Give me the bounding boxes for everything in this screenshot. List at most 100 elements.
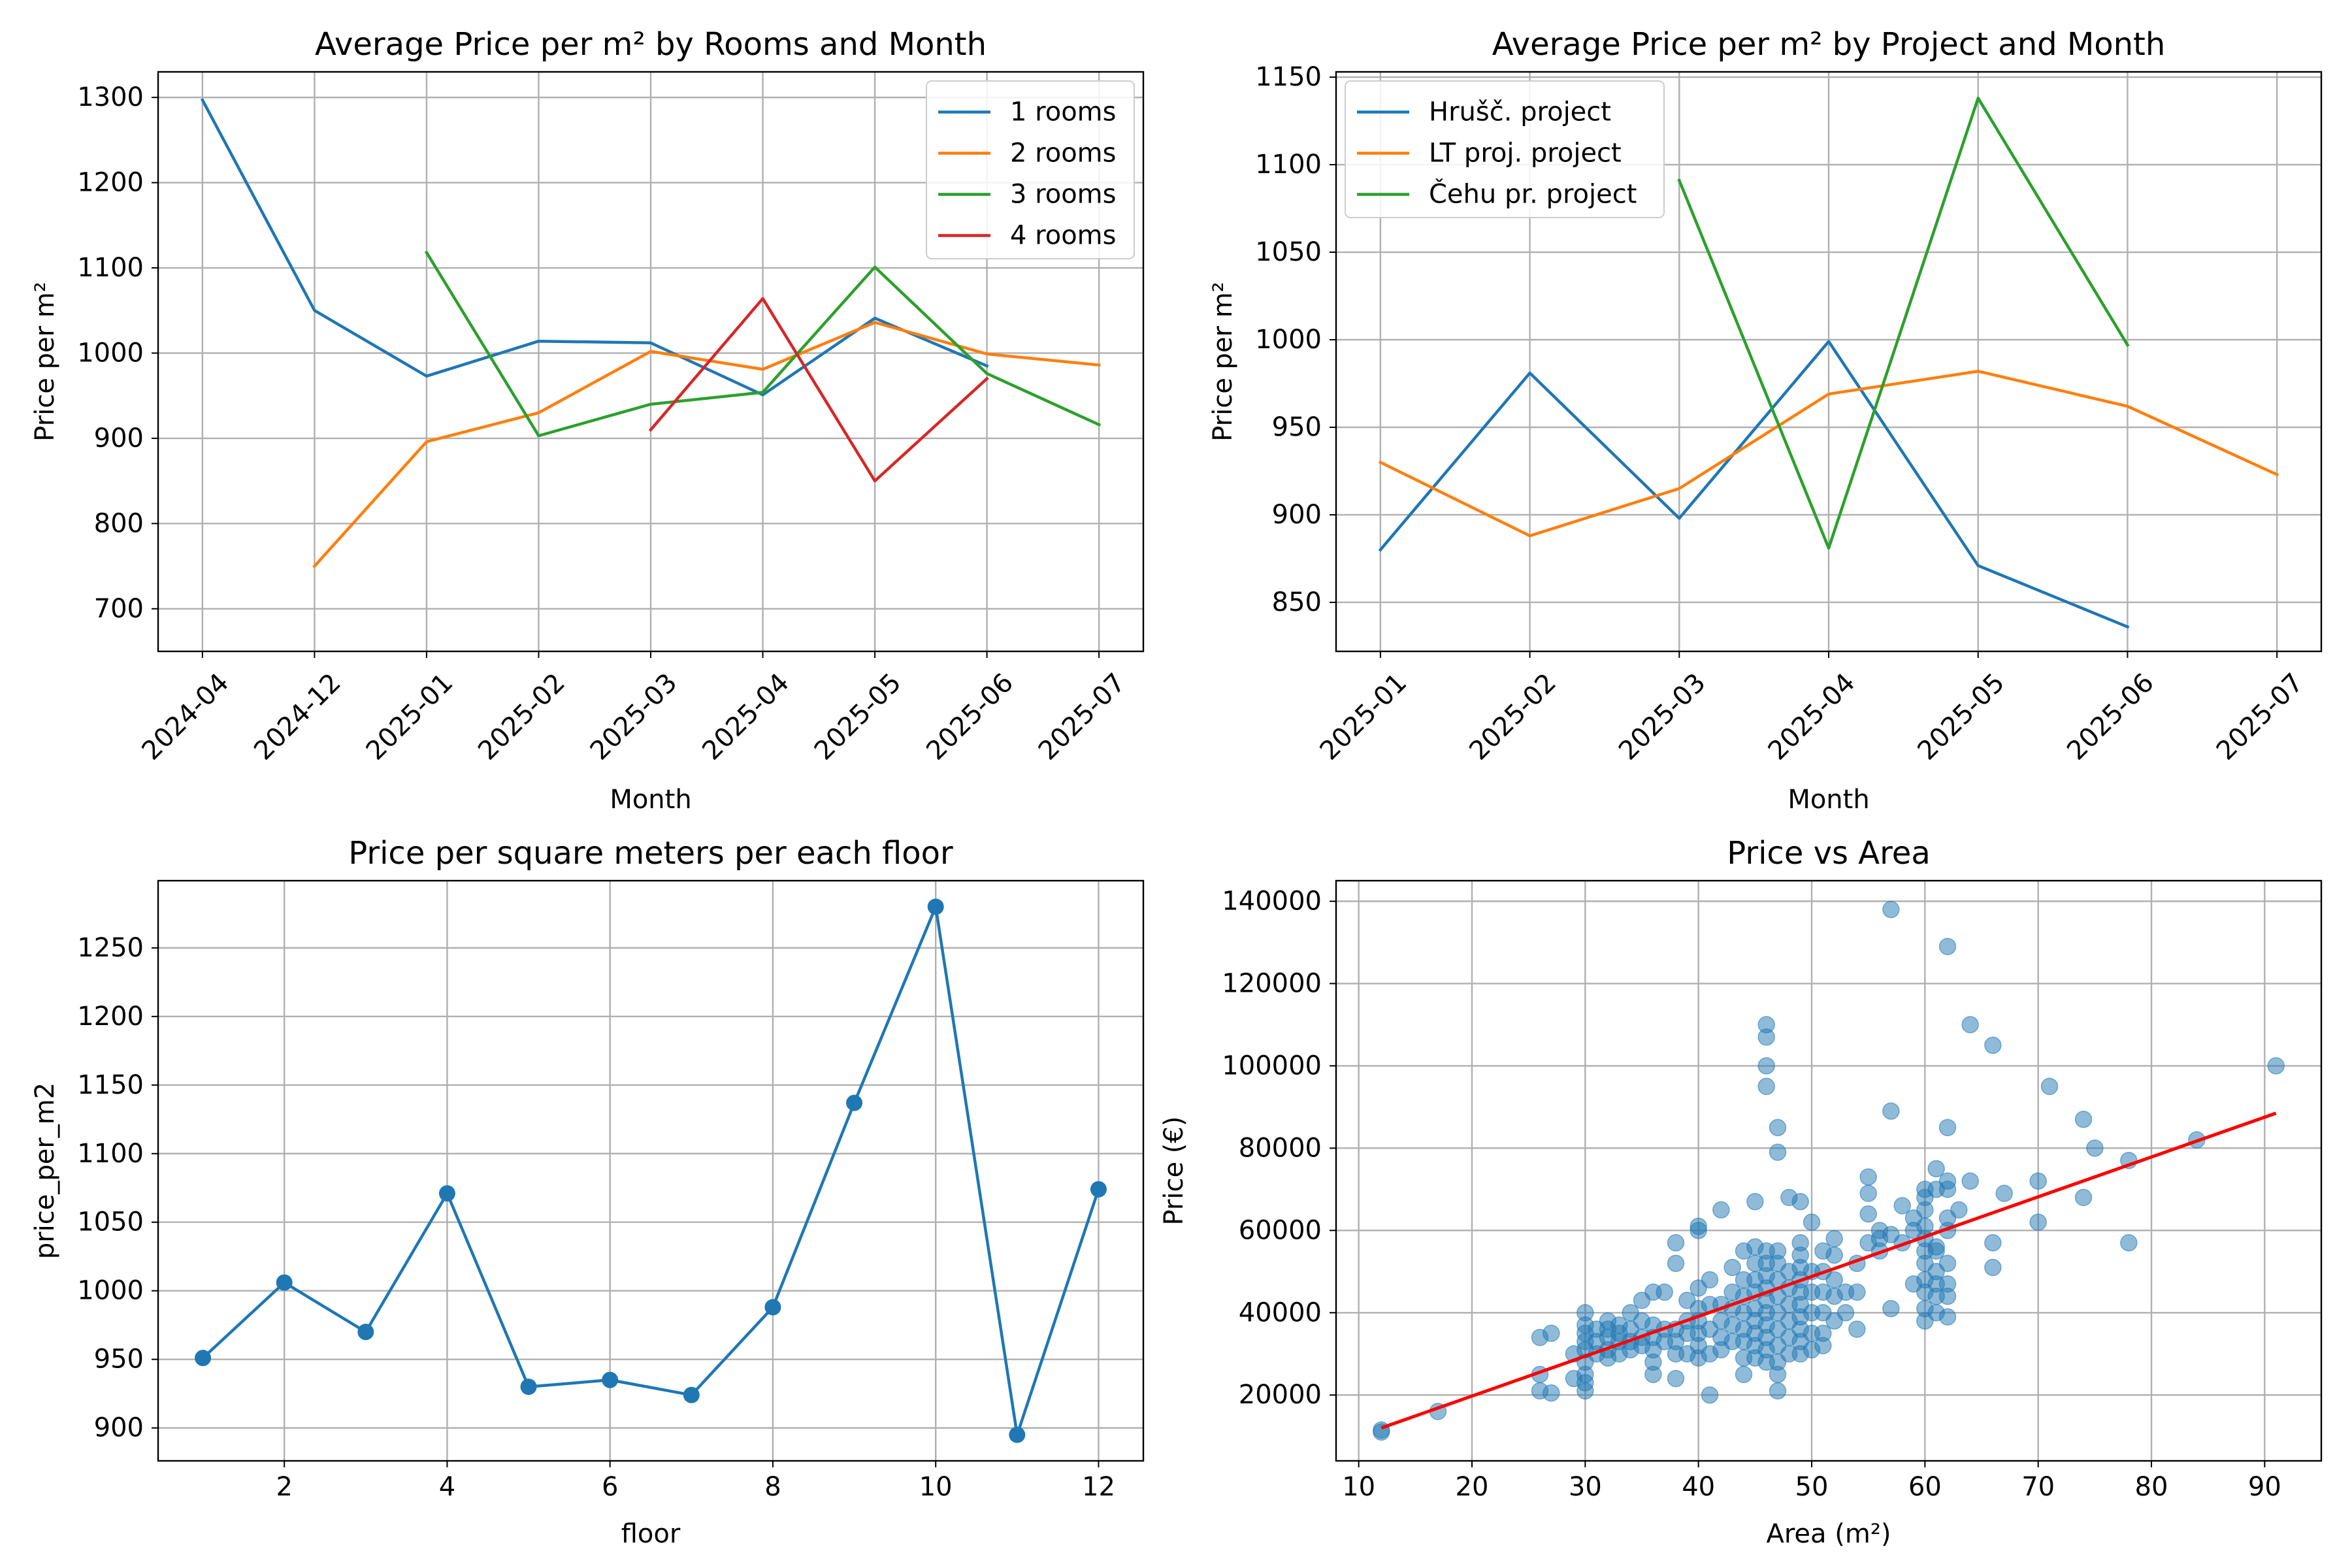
scatter-point [1837,1304,1855,1322]
x-tick-label: 2025-05 [809,668,907,766]
y-tick-label: 20000 [1239,1380,1322,1410]
x-axis: 2025-01 2025-02 2025-03 2025-04 2025-05 2025-… [1315,651,2310,766]
scatter-point [1769,1143,1787,1161]
y-tick-label: 1100 [1255,150,1322,180]
data-point [438,1185,455,1202]
series-line-4 [648,297,989,483]
scatter-point [2267,1057,2285,1075]
legend-box [1345,80,1665,218]
chart-title: Price vs Area [1727,835,1930,872]
y-tick-label: 700 [94,594,144,624]
scatter-point [1938,1119,1957,1137]
y-tick-label: 60000 [1239,1215,1322,1245]
scatter-point [1723,1258,1741,1277]
plot-area [200,98,1102,628]
x-tick-label: 8 [764,1472,781,1502]
data-point [764,1299,781,1316]
x-tick-label: 2025-01 [361,668,459,766]
axes-frame [157,71,1145,653]
scatter-point [2040,1077,2059,1096]
y-tick-label: 1300 [77,82,144,112]
x-tick-label: 2024-04 [137,668,235,766]
x-tick-label: 2025-05 [1912,668,2010,766]
x-tick-label: 40 [1682,1472,1715,1502]
scatter-point [1757,1016,1775,1034]
trend-line [1380,1111,2277,1429]
chart-title: Average Price per m² by Rooms and Month [315,26,987,63]
data-point [927,898,944,915]
legend-label: 2 rooms [1010,139,1116,169]
scatter-point [1757,1057,1775,1075]
y-axis-label: Price (€) [1159,1117,1189,1226]
x-tick-label: 2025-02 [1463,668,1562,766]
y-tick-label: 900 [1272,500,1322,530]
y-tick-label: 1050 [1255,237,1322,267]
x-tick-label: 2025-04 [1763,668,1861,766]
scatter-point [1814,1324,1832,1343]
scatter-point [1859,1168,1877,1186]
y-tick-label: 950 [1272,412,1322,442]
scatter-point [1984,1233,2002,1252]
scatter-point [1656,1283,1673,1301]
x-tick-label: 80 [2135,1472,2168,1502]
x-axis: 10 20 30 40 50 60 70 80 90 [1342,1461,2281,1502]
y-axis: 850 900 950 1000 1050 1100 1150 [1255,62,1336,617]
scatter-point [1927,1160,1945,1178]
y-tick-label: 1000 [1255,325,1322,355]
y-axis-label: Price per m² [1208,282,1238,441]
scatter-point [2074,1188,2093,1207]
grid [1336,881,2321,1461]
y-tick-label: 850 [1272,587,1322,617]
scatter-point [1791,1233,1809,1252]
legend-label: Čehu pr. project [1429,178,1637,210]
x-axis: 2024-04 2024-12 2025-01 2025-02 2025-03 2025-… [137,651,1132,766]
scatter-point [1543,1384,1560,1402]
y-tick-label: 120000 [1222,968,1322,998]
y-tick-label: 1100 [77,1139,144,1169]
y-tick-label: 900 [94,423,144,453]
data-point [846,1094,863,1111]
series-line-2 [312,321,1101,568]
x-tick-label: 2025-03 [1613,668,1712,766]
plot-area [1378,96,2279,629]
scatter-point [2029,1213,2047,1231]
y-tick-label: 80000 [1239,1133,1322,1163]
y-tick-label: 100000 [1222,1051,1322,1081]
y-tick-label: 900 [94,1413,144,1443]
scatter-point [1667,1369,1685,1388]
axes-frame [1335,71,2323,653]
scatter-point [1543,1324,1560,1343]
chart-4: 10 20 30 40 50 60 70 80 90 20000 40000 60000 80000 10… [1159,835,2323,1549]
scatter-point [1825,1230,1843,1248]
scatter-point [1859,1205,1877,1223]
scatter-point [1769,1382,1787,1400]
x-tick-label: 2024-12 [248,668,347,766]
data-point [276,1274,293,1291]
scatter-point [1938,1275,1957,1293]
data-point [357,1324,374,1341]
chart-title: Price per square meters per each floor [348,835,953,872]
scatter-point [1690,1217,1707,1235]
y-axis: 700 800 900 1000 1100 1200 1300 [77,82,158,624]
x-tick-label: 2025-03 [585,668,683,766]
axes-frame [157,879,1145,1462]
y-tick-label: 1200 [77,1002,144,1032]
data-point [195,1350,212,1367]
scatter-point [1882,1299,1900,1318]
scatter-point [1984,1258,2002,1277]
series-line-2 [1378,369,2279,538]
x-axis: 2 4 6 8 10 12 [276,1461,1115,1502]
x-tick-label: 2025-06 [921,668,1019,766]
plot-area [195,898,1107,1443]
legend-label: 4 rooms [1010,221,1116,251]
x-tick-label: 2025-04 [696,668,795,766]
scatter-point [1825,1271,1843,1289]
series-line-3 [424,250,1102,438]
y-tick-label: 1000 [77,1276,144,1306]
x-tick-label: 12 [1082,1472,1115,1502]
scatter-point [1916,1217,1934,1235]
x-tick-label: 10 [919,1472,953,1502]
scatter-point [1791,1192,1809,1211]
scatter-point [1848,1320,1866,1338]
scatter-point [1984,1036,2002,1054]
